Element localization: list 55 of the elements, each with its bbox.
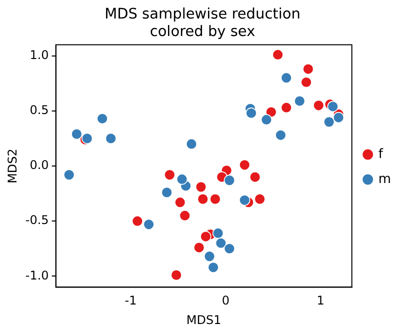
chart-title: MDS samplewise reduction colored by sex (104, 6, 300, 40)
point (193, 242, 205, 254)
point (275, 130, 286, 141)
point (186, 138, 198, 150)
point (260, 114, 272, 126)
point (71, 128, 82, 140)
point (246, 108, 257, 119)
point (280, 102, 292, 114)
point (249, 171, 261, 183)
point (224, 243, 236, 254)
legend-label: m (378, 172, 392, 187)
point (239, 159, 250, 170)
point (300, 76, 312, 88)
point (280, 72, 292, 84)
point (266, 106, 277, 118)
y-tick-label: 0.0 (30, 158, 49, 172)
point (161, 186, 172, 198)
point (302, 63, 314, 75)
point (174, 196, 186, 208)
y-tick-label: 1.0 (30, 48, 49, 62)
point (313, 100, 324, 111)
point (200, 230, 212, 242)
point (224, 174, 236, 186)
point (204, 250, 216, 262)
point (212, 228, 224, 239)
point (208, 262, 219, 273)
point (143, 218, 154, 230)
point (210, 193, 221, 205)
point (272, 49, 284, 60)
point (195, 181, 207, 193)
point (170, 269, 182, 281)
legend-label: f (378, 146, 384, 162)
x-axis-title: MDS1 (186, 312, 222, 327)
point (215, 238, 227, 249)
point (294, 95, 306, 107)
point (254, 193, 266, 205)
x-tick-label: 0 (222, 294, 230, 308)
point (63, 169, 75, 180)
y-axis-title: MDS2 (5, 148, 20, 184)
point (327, 100, 338, 112)
point (176, 174, 188, 185)
point (323, 116, 335, 128)
point (197, 193, 208, 205)
y-tick-label: -0.5 (25, 213, 49, 228)
point (132, 215, 144, 227)
point (164, 169, 176, 180)
point (332, 112, 344, 124)
x-tick-label: -1 (124, 294, 137, 308)
x-tick-label: 1 (316, 294, 324, 308)
point (239, 194, 250, 206)
point (96, 113, 108, 124)
point (179, 210, 190, 222)
y-tick-label: -1.0 (25, 268, 49, 282)
y-tick-label: 0.5 (30, 103, 49, 118)
point (105, 132, 116, 144)
